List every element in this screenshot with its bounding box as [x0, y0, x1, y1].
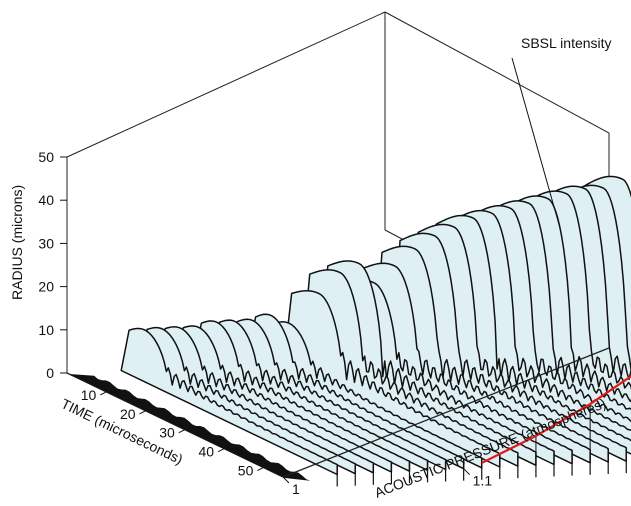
time-tick-mark [217, 448, 225, 453]
radius-traces [120, 175, 631, 487]
time-axis [66, 372, 311, 481]
time-axis-band [69, 374, 311, 481]
radius-trace [228, 318, 447, 471]
radius-trace [246, 313, 465, 470]
radius-trace [156, 326, 375, 474]
radius-tick-label: 50 [38, 149, 54, 165]
radius-trace [120, 327, 338, 476]
radius-ticks: 0 10 20 30 40 50 [38, 149, 67, 381]
sbsl-curve [481, 374, 631, 464]
radius-trace [264, 321, 483, 469]
time-tick-label: 50 [238, 463, 254, 479]
sbsl-intensity [481, 374, 631, 468]
radius-axis-label: RADIUS (microns) [9, 185, 25, 300]
radius-trace [391, 232, 609, 463]
radius-trace [174, 325, 393, 473]
time-tick-mark [139, 410, 146, 415]
radius-trace [409, 223, 628, 462]
time-tick-mark [257, 467, 264, 471]
pressure-tick-label: 1 [292, 481, 300, 497]
pressure-axis [282, 347, 610, 478]
time-tick-label: 10 [81, 387, 97, 403]
pressure-axis-line [282, 347, 610, 478]
radius-trace [337, 279, 555, 466]
radius-trace [210, 319, 429, 472]
radius-trace [192, 320, 411, 472]
radius-trace [138, 326, 357, 475]
radius-trace [445, 209, 631, 446]
radius-tick-label: 20 [38, 279, 54, 295]
radius-trace [373, 245, 591, 464]
time-tick-mark [100, 391, 107, 396]
time-tick-label: 30 [159, 425, 175, 441]
time-tick-label: 40 [199, 444, 215, 460]
radius-trace [319, 260, 537, 467]
radius-tick-label: 40 [38, 192, 54, 208]
sbsl-annotation-leader [511, 57, 561, 229]
pressure-tick-mark [282, 476, 290, 484]
time-ticks: 10 20 30 40 50 [81, 387, 264, 479]
pressure-tick-label: 1.1 [473, 473, 493, 489]
radius-tick-label: 10 [38, 322, 54, 338]
time-tick-label: 20 [120, 406, 136, 422]
radius-tick-label: 30 [38, 235, 54, 251]
sbsl-annotation-label: SBSL intensity [521, 35, 612, 51]
radius-trace [301, 269, 519, 467]
time-tick-mark [178, 429, 186, 434]
pressure-tick-mark [463, 468, 471, 476]
radius-tick-label: 0 [46, 365, 54, 381]
pressure-ticks: 11.11.21.3 [282, 468, 493, 497]
radius-trace [427, 214, 631, 455]
